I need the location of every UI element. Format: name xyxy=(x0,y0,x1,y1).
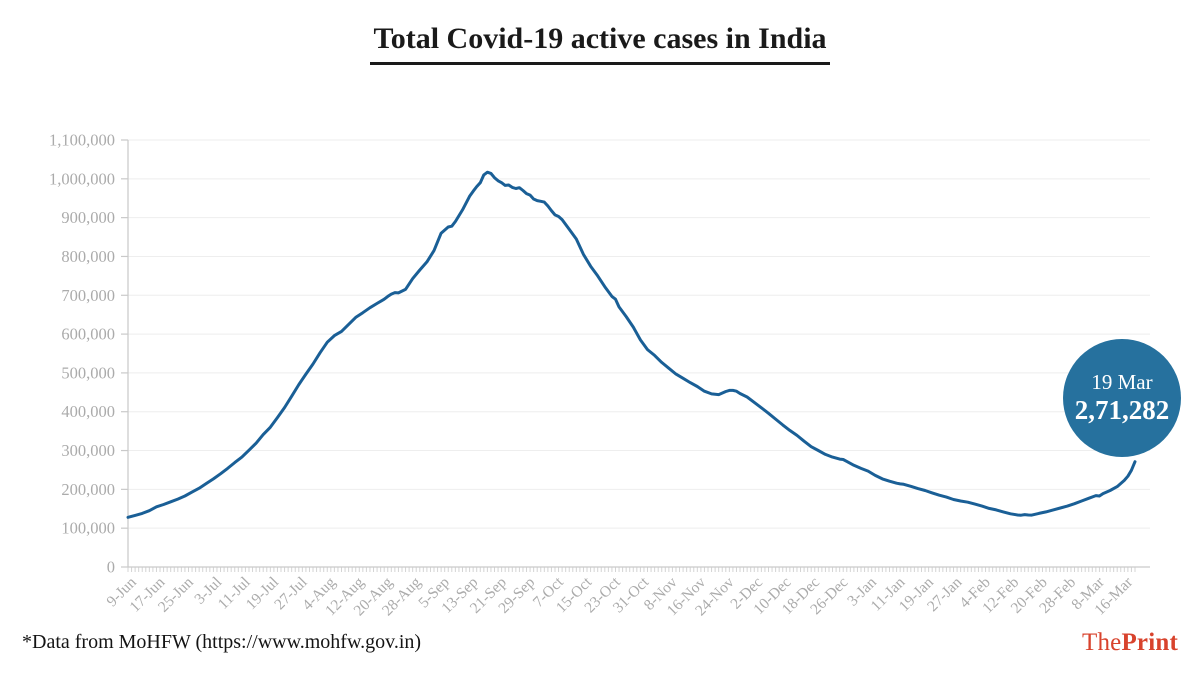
active-cases-line xyxy=(126,170,1137,519)
y-tick-label: 1,000,000 xyxy=(49,169,115,188)
badge-date: 19 Mar xyxy=(1091,369,1153,394)
source-note: *Data from MoHFW (https://www.mohfw.gov.… xyxy=(22,631,422,653)
y-tick-label: 300,000 xyxy=(61,441,115,460)
y-tick-label: 1,100,000 xyxy=(49,131,115,150)
title-container: Total Covid-19 active cases in India xyxy=(0,22,1200,65)
badge-value: 2,71,282 xyxy=(1074,394,1170,425)
logo-print: Print xyxy=(1121,629,1178,656)
y-tick-label: 400,000 xyxy=(61,402,115,421)
theprint-logo: ThePrint xyxy=(1082,629,1178,657)
y-tick-label: 900,000 xyxy=(61,208,115,227)
y-tick-label: 0 xyxy=(107,558,115,577)
latest-value-badge: 19 Mar 2,71,282 xyxy=(1063,339,1181,457)
logo-the: The xyxy=(1081,629,1122,656)
y-tick-label: 600,000 xyxy=(61,325,115,344)
y-tick-label: 500,000 xyxy=(61,363,115,382)
y-tick-label: 200,000 xyxy=(61,480,115,499)
y-tick-label: 100,000 xyxy=(61,519,115,538)
y-tick-label: 700,000 xyxy=(61,286,115,305)
page-title: Total Covid-19 active cases in India xyxy=(370,22,830,65)
y-tick-label: 800,000 xyxy=(61,247,115,266)
